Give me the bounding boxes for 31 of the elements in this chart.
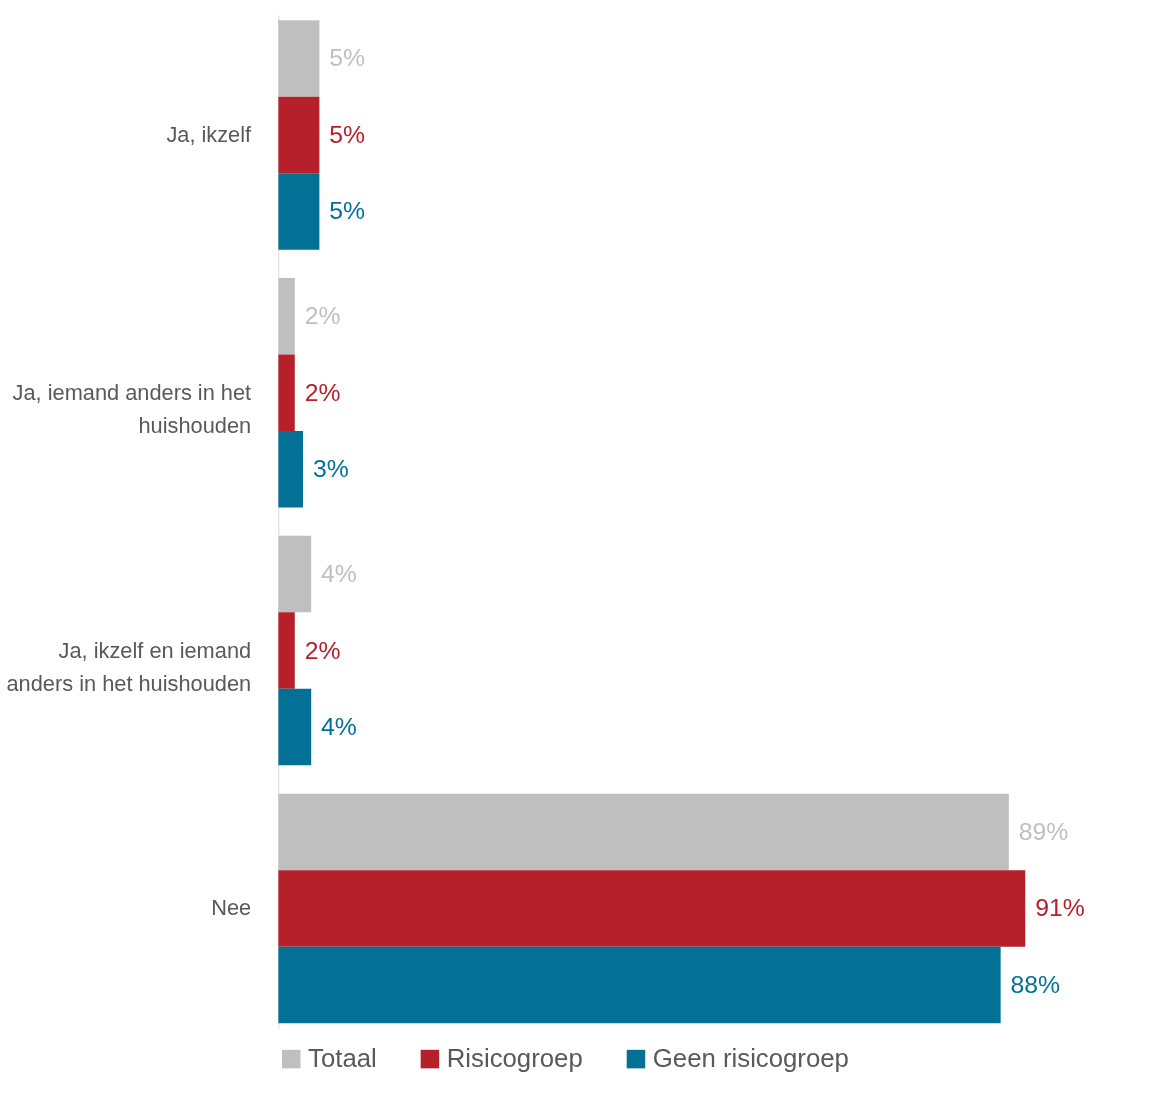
bar	[278, 535, 312, 613]
y-tick-label: Ja, iemand anders in het huishouden	[12, 379, 252, 439]
bar	[278, 20, 320, 97]
data-label: 89%	[1018, 817, 1069, 845]
legend-label: Totaal	[308, 1044, 377, 1073]
bar	[278, 870, 1026, 947]
data-label: 5%	[329, 197, 366, 225]
legend-label: Geen risicogroep	[652, 1044, 849, 1073]
bar	[278, 96, 320, 174]
bar	[278, 173, 320, 250]
bar	[278, 946, 1001, 1024]
data-label: 91%	[1035, 894, 1085, 922]
legend-label: Risicogroep	[446, 1044, 583, 1073]
bar	[278, 688, 312, 766]
bar	[278, 354, 295, 431]
data-label: 5%	[329, 120, 366, 148]
y-tick-label: Ja, ikzelf	[166, 121, 253, 147]
y-tick-label: Ja, ikzelf en iemand anders in het huishouden	[6, 637, 252, 697]
bar	[278, 431, 303, 508]
data-label: 4%	[321, 713, 357, 741]
data-label: 4%	[321, 560, 357, 588]
data-label: 2%	[304, 636, 341, 664]
data-label: 3%	[312, 455, 349, 483]
data-label: 88%	[1010, 970, 1061, 998]
bar	[278, 793, 1009, 871]
data-label: 2%	[304, 378, 341, 406]
y-tick-label: Nee	[211, 895, 252, 921]
bar	[278, 612, 295, 689]
data-label: 2%	[304, 302, 341, 330]
bar	[278, 278, 295, 355]
data-label: 5%	[329, 44, 366, 72]
